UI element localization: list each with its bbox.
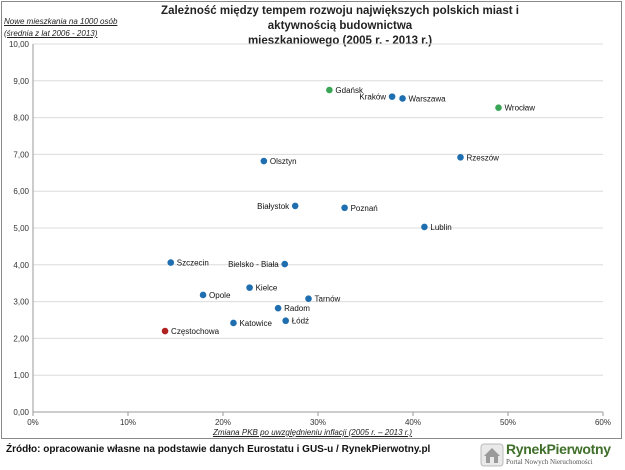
y-tick-label: 1,00 <box>13 371 29 380</box>
data-point <box>305 295 312 302</box>
data-point <box>399 95 406 102</box>
data-point <box>495 104 502 111</box>
point-label: Radom <box>284 304 310 313</box>
point-label: Opole <box>209 291 231 300</box>
y-tick-label: 10,00 <box>9 40 30 49</box>
data-point <box>457 154 464 161</box>
data-point <box>230 319 237 327</box>
point-label: Łódź <box>292 317 309 326</box>
point-label: Kielce <box>256 284 278 293</box>
x-tick-label: 20% <box>215 418 231 427</box>
brand-logo: RynekPierwotny Portal Nowych Nieruchomoś… <box>478 441 623 469</box>
point-label: Szczecin <box>177 259 209 268</box>
y-tick-label: 7,00 <box>13 150 29 159</box>
point-label: Bielsko - Biała <box>228 260 279 269</box>
scatter-plot: 0,00 1,00 2,00 3,00 4,00 5,00 6,00 7,00 8,00 9,00… <box>9 40 611 427</box>
point-label: Rzeszów <box>467 153 500 162</box>
y-axis-label: Nowe mieszkania na 1000 osób <box>4 17 118 26</box>
house-icon <box>480 443 504 467</box>
y-tick-label: 8,00 <box>13 114 29 123</box>
y-tick-label: 5,00 <box>13 224 29 233</box>
data-point <box>281 260 289 268</box>
data-point <box>326 86 333 94</box>
logo-name: RynekPierwotny <box>506 441 611 457</box>
y-tick-label: 4,00 <box>13 261 29 270</box>
data-point <box>199 291 207 299</box>
data-point <box>274 304 282 312</box>
point-label: Warszawa <box>409 94 447 103</box>
point-label: Poznań <box>351 204 378 213</box>
data-point <box>161 327 169 335</box>
point-label: Lublin <box>430 223 451 232</box>
x-axis-label: Zmiana PKB po uwzględnieniu inflacji (20… <box>212 428 413 437</box>
data-point <box>291 202 299 210</box>
data-point <box>388 93 396 100</box>
y-tick-label: 3,00 <box>13 298 29 307</box>
data-point <box>260 157 268 165</box>
point-label: Białystok <box>257 202 290 211</box>
data-point <box>167 259 175 266</box>
point-label: Olsztyn <box>270 157 297 166</box>
x-tick-label: 40% <box>405 418 421 427</box>
point-label: Tarnów <box>315 295 341 304</box>
data-point <box>246 284 253 291</box>
data-point <box>421 223 428 231</box>
data-point <box>341 204 348 212</box>
y-tick-label: 9,00 <box>13 77 29 86</box>
x-tick-label: 60% <box>595 418 611 427</box>
chart-frame <box>1 1 622 439</box>
data-point <box>282 317 290 325</box>
x-tick-label: 10% <box>120 418 136 427</box>
point-label: Gdańsk <box>335 86 364 95</box>
source-note: Źródło: opracowanie własne na podstawie … <box>6 444 431 455</box>
logo-tagline: Portal Nowych Nieruchomości <box>506 458 593 466</box>
x-tick-label: 0% <box>27 418 39 427</box>
y-tick-label: 6,00 <box>13 187 29 196</box>
y-axis-sublabel: (średnia z lat 2006 - 2013) <box>4 29 98 38</box>
point-label: Częstochowa <box>171 327 220 336</box>
y-tick-label: 2,00 <box>13 334 29 343</box>
y-tick-label: 0,00 <box>13 408 29 417</box>
x-tick-label: 50% <box>500 418 516 427</box>
point-label: Wrocław <box>505 104 536 113</box>
point-label: Kraków <box>359 93 386 102</box>
point-label: Katowice <box>239 319 272 328</box>
x-tick-label: 30% <box>310 418 326 427</box>
